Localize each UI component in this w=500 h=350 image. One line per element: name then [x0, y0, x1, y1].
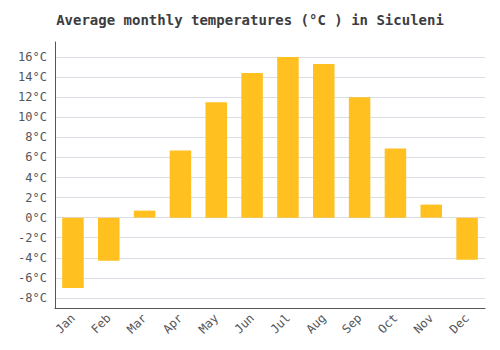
svg-text:6°C: 6°C	[25, 150, 47, 164]
svg-text:Feb: Feb	[88, 311, 113, 336]
svg-text:Jul: Jul	[268, 311, 293, 336]
svg-text:4°C: 4°C	[25, 171, 47, 185]
svg-text:-2°C: -2°C	[18, 231, 47, 245]
svg-text:16°C: 16°C	[18, 50, 47, 64]
svg-text:Jan: Jan	[53, 311, 78, 336]
svg-text:Dec: Dec	[447, 311, 472, 336]
svg-text:-4°C: -4°C	[18, 251, 47, 265]
svg-text:Aug: Aug	[303, 311, 328, 336]
svg-text:12°C: 12°C	[18, 90, 47, 104]
svg-text:0°C: 0°C	[25, 211, 47, 225]
svg-text:10°C: 10°C	[18, 110, 47, 124]
svg-text:Mar: Mar	[124, 311, 149, 336]
svg-text:Nov: Nov	[411, 311, 436, 336]
svg-text:Oct: Oct	[375, 311, 400, 336]
svg-text:-8°C: -8°C	[18, 291, 47, 305]
svg-text:Apr: Apr	[160, 311, 185, 336]
svg-text:May: May	[196, 311, 221, 336]
svg-text:14°C: 14°C	[18, 70, 47, 84]
svg-text:2°C: 2°C	[25, 191, 47, 205]
svg-text:Jun: Jun	[232, 311, 257, 336]
svg-text:Average monthly temperatures (: Average monthly temperatures (°C ) in Si…	[56, 12, 444, 28]
svg-text:Sep: Sep	[339, 311, 364, 336]
svg-text:8°C: 8°C	[25, 130, 47, 144]
svg-text:-6°C: -6°C	[18, 271, 47, 285]
